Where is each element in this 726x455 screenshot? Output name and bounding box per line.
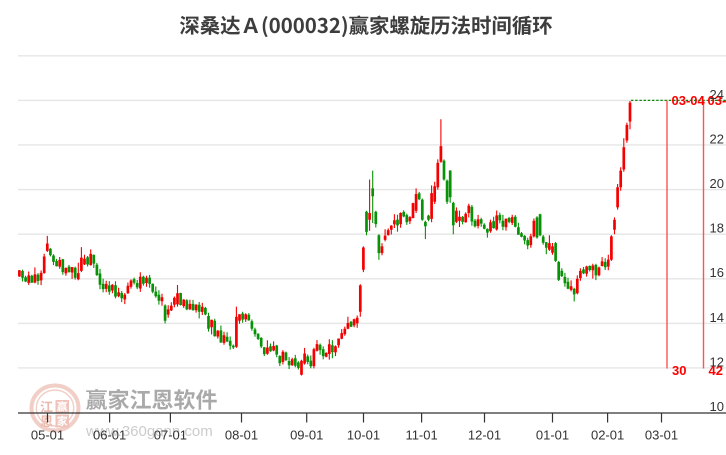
svg-text:24: 24 xyxy=(710,87,724,102)
svg-text:14: 14 xyxy=(710,310,724,325)
svg-text:30: 30 xyxy=(672,363,686,378)
svg-text:07-01: 07-01 xyxy=(154,428,187,443)
svg-text:11-01: 11-01 xyxy=(405,428,437,443)
svg-text:10: 10 xyxy=(710,399,724,414)
svg-text:22: 22 xyxy=(710,131,724,146)
svg-text:01-01: 01-01 xyxy=(536,428,569,443)
svg-text:08-01: 08-01 xyxy=(225,428,258,443)
svg-text:02-01: 02-01 xyxy=(591,428,624,443)
svg-text:06-01: 06-01 xyxy=(93,428,126,443)
svg-text:20: 20 xyxy=(710,176,724,191)
svg-text:18: 18 xyxy=(710,221,724,236)
svg-text:16: 16 xyxy=(710,265,724,280)
svg-text:05-01: 05-01 xyxy=(31,428,64,443)
svg-text:12-01: 12-01 xyxy=(468,428,501,443)
svg-text:03-01: 03-01 xyxy=(645,428,678,443)
svg-text:12: 12 xyxy=(710,354,724,369)
svg-text:10-01: 10-01 xyxy=(347,428,380,443)
svg-text:09-01: 09-01 xyxy=(290,428,323,443)
svg-text:03-04: 03-04 xyxy=(672,93,706,108)
